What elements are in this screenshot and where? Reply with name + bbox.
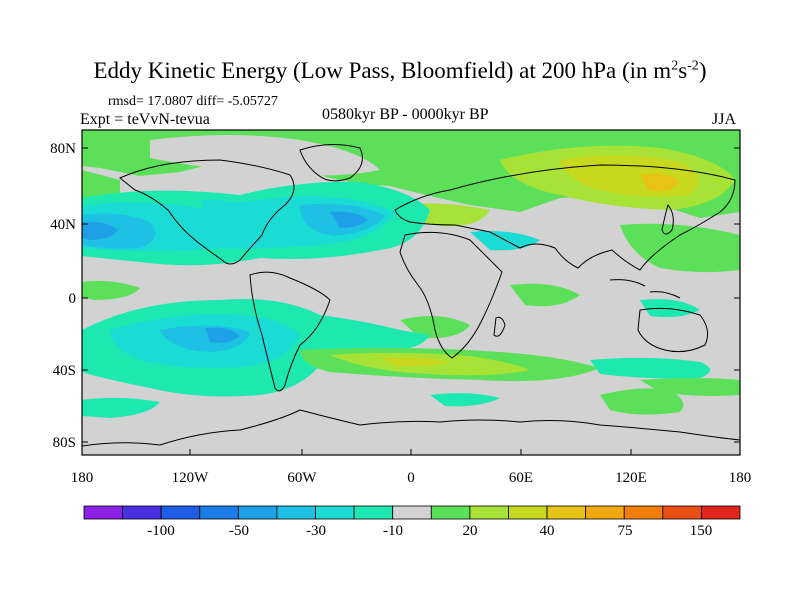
eurasia-coast	[394, 164, 736, 271]
indonesia-coast	[609, 279, 681, 299]
colorbar-label-3: -30	[306, 523, 326, 539]
colorbar	[83, 505, 741, 520]
experiment-label: Expt = teVvN-tevua	[80, 111, 210, 128]
contour-indian-green	[510, 283, 580, 307]
africa-coast	[399, 231, 503, 359]
contour-pacific-south-teal	[82, 397, 160, 418]
lon-tick-labels: 180 120W 60W 0 60E 120E 180	[71, 470, 752, 486]
lon-tick-120e: 120E	[615, 470, 647, 486]
contour-southern-yellow	[380, 357, 450, 367]
contour-namerica-cyan	[200, 199, 262, 227]
lat-tick-0: 0	[69, 291, 77, 307]
contour-arabia-cyan	[470, 231, 540, 251]
colorbar-label-8: 150	[690, 523, 713, 539]
colorbar-swatch	[585, 505, 625, 520]
greenland-coast	[299, 144, 363, 182]
colorbar-swatch	[199, 505, 239, 520]
lat-tick-80n: 80N	[50, 141, 76, 157]
colorbar-swatch	[546, 505, 587, 520]
colorbar-swatch	[237, 505, 278, 520]
colorbar-swatch	[315, 505, 355, 520]
coastlines	[82, 144, 740, 447]
colorbar-label-1: -100	[147, 523, 175, 539]
colorbar-swatch	[662, 505, 702, 520]
lon-tick-120w: 120W	[172, 470, 210, 486]
north-america-coast	[119, 159, 295, 265]
colorbar-swatch	[353, 505, 394, 520]
colorbar-swatch	[276, 505, 316, 520]
lon-tick-180e: 180	[729, 470, 752, 486]
colorbar-swatch	[83, 505, 123, 520]
lat-tick-40s: 40S	[53, 363, 76, 379]
contour-field	[82, 130, 740, 455]
contour-cape-teal	[430, 393, 500, 407]
lat-tick-40n: 40N	[50, 217, 76, 233]
colorbar-label-2: -50	[229, 523, 249, 539]
antarctica-coast	[82, 409, 740, 447]
colorbar-swatch	[392, 505, 432, 520]
south-america-coast	[249, 271, 331, 392]
contour-pacific-lightblue	[82, 213, 156, 249]
contour-far-south-green	[640, 378, 740, 396]
lat-tick-80s: 80S	[53, 435, 76, 451]
colorbar-label-7: 75	[618, 523, 633, 539]
contour-australia-south-green	[600, 388, 684, 415]
colorbar-label-5: 20	[463, 523, 478, 539]
contour-nw-green	[82, 170, 120, 200]
colorbar-label-4: -10	[383, 523, 403, 539]
axis-ticks	[82, 147, 740, 455]
contour-atlantic-blue	[330, 211, 368, 228]
contour-indonesia-teal	[640, 299, 700, 318]
colorbar-swatch	[469, 505, 509, 520]
contour-indian-south-teal	[590, 357, 710, 379]
contour-sh-blue	[205, 327, 240, 343]
contour-eastasia-green	[620, 223, 740, 273]
stats-line: rmsd= 17.0807 diff= -5.05727	[108, 94, 278, 109]
lon-tick-60w: 60W	[287, 470, 317, 486]
colorbar-swatch	[430, 505, 471, 520]
colorbar-labels: -100 -50 -30 -10 20 40 75 150	[147, 523, 712, 539]
colorbar-swatch	[160, 505, 201, 520]
season-label: JJA	[712, 111, 737, 128]
colorbar-swatch	[623, 505, 664, 520]
lon-tick-0: 0	[407, 470, 415, 486]
period-label: 0580kyr BP - 0000kyr BP	[322, 106, 489, 123]
lon-tick-180w: 180	[71, 470, 94, 486]
japan-coast	[661, 203, 674, 235]
colorbar-swatch	[508, 505, 548, 520]
lon-tick-60e: 60E	[509, 470, 533, 486]
colorbar-swatch	[122, 505, 162, 520]
colorbar-label-6: 40	[540, 523, 555, 539]
contour-pacific-blue	[82, 221, 118, 240]
madagascar-coast	[493, 316, 506, 337]
contour-tropical-green	[82, 280, 140, 300]
map-title: Eddy Kinetic Energy (Low Pass, Bloomfiel…	[93, 58, 707, 83]
contour-asia-gold	[640, 173, 680, 192]
colorbar-swatch	[701, 505, 741, 520]
lat-tick-labels: 80N 40N 0 40S 80S	[50, 141, 76, 451]
australia-coast	[637, 307, 709, 353]
